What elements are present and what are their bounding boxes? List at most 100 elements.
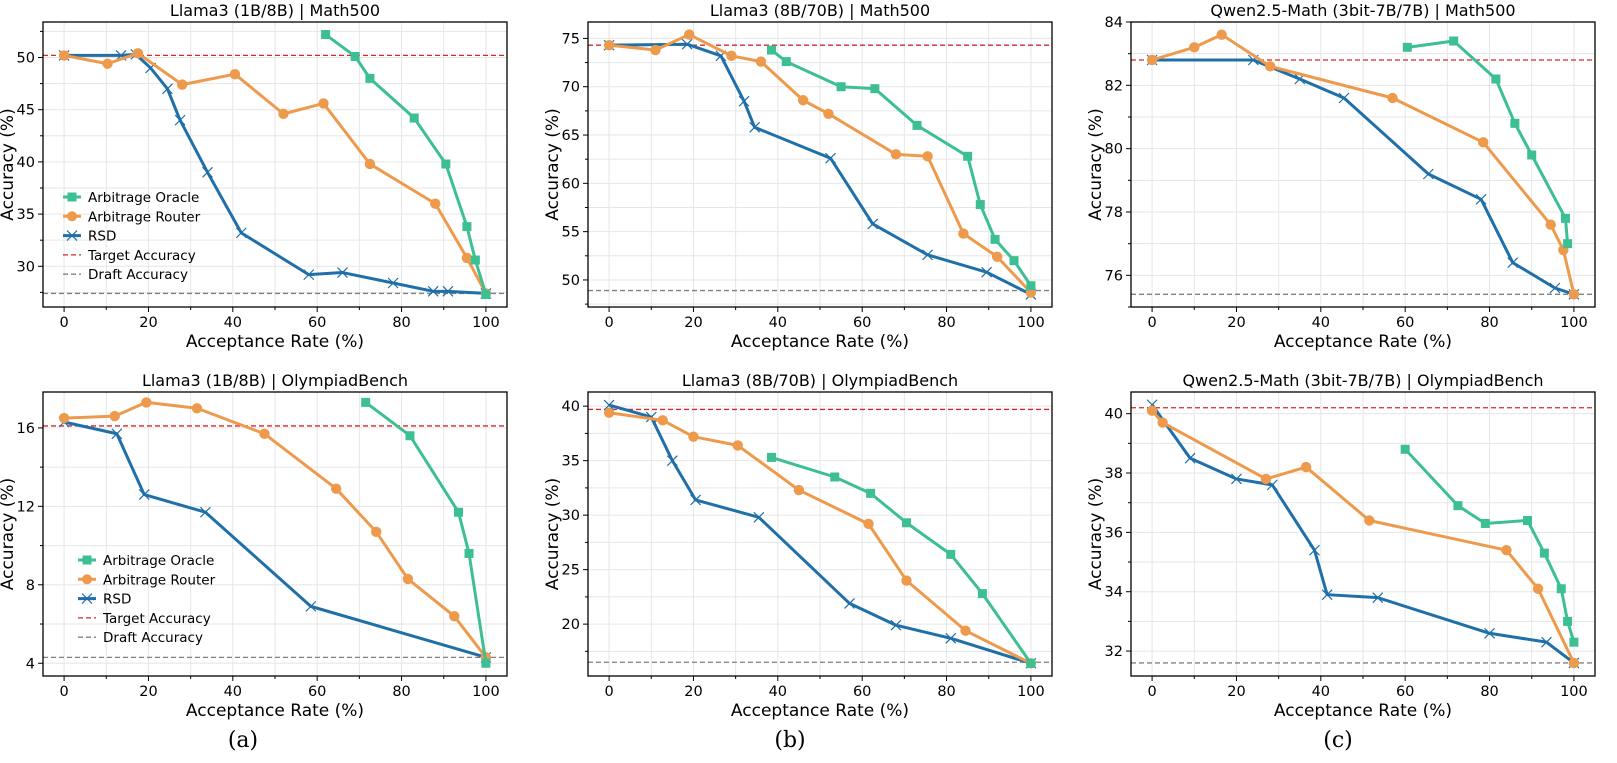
data-point-router (863, 518, 874, 530)
legend-item-oracle: Arbitrage Oracle (78, 553, 214, 569)
x-tick-label: 60 (308, 315, 326, 331)
data-point-oracle (766, 45, 776, 55)
x-tick-label: 0 (604, 684, 613, 700)
data-point-oracle (1402, 42, 1412, 52)
series-line-oracle (324, 33, 488, 295)
data-point-oracle (1527, 150, 1537, 160)
data-point-oracle (766, 452, 776, 462)
y-tick-label: 82 (1105, 78, 1123, 94)
axes-frame (587, 21, 1053, 308)
data-point-router (650, 44, 661, 56)
legend-marker-x-icon (81, 593, 93, 605)
y-axis-label: Accuracy (%) (1086, 108, 1106, 220)
series-oracle (766, 452, 1036, 668)
data-point-oracle (901, 518, 911, 528)
subplot-title: Qwen2.5-Math (3bit-7B/7B) | Math500 (1210, 1, 1515, 20)
data-point-rsd (1541, 636, 1552, 648)
series-line-rsd (63, 420, 487, 659)
data-point-router (141, 397, 152, 408)
y-tick-label: 76 (1105, 268, 1123, 284)
x-tick-label: 60 (308, 684, 326, 700)
subplot-title: Llama3 (1B/8B) | OlympiadBench (142, 371, 408, 390)
x-tick-label: 100 (472, 684, 500, 700)
legend-item-router: Arbitrage Router (78, 572, 216, 588)
data-point-router (364, 158, 376, 170)
legend-item-draft: Draft Accuracy (63, 267, 188, 283)
legend-marker-x-icon (66, 230, 78, 242)
x-tick-label: 100 (1560, 315, 1588, 331)
data-point-rsd (681, 38, 693, 50)
data-point-router (58, 50, 70, 61)
data-point-oracle (481, 658, 491, 668)
y-tick-label: 55 (562, 225, 580, 241)
data-point-oracle (1453, 501, 1463, 511)
subplot-3: 0 20 40 60 80 100 76 78 80 82 84 Qwen2.5-Math (3bit… (1086, 1, 1596, 352)
data-point-oracle (361, 397, 371, 407)
data-point-rsd (753, 511, 765, 523)
data-point-router (603, 39, 615, 51)
data-point-oracle (1400, 444, 1410, 454)
data-point-oracle (350, 51, 360, 61)
data-point-rsd (303, 269, 315, 281)
series-oracle (321, 30, 491, 299)
x-tick-label: 0 (604, 315, 613, 331)
data-point-rsd (666, 455, 678, 467)
data-point-oracle (830, 472, 840, 482)
legend-marker-circle-icon (67, 211, 77, 222)
legend-label-target: Target Accuracy (87, 248, 196, 264)
data-point-router (1157, 417, 1168, 428)
data-point-rsd (867, 218, 879, 230)
series-oracle (766, 45, 1036, 291)
data-point-oracle (441, 159, 451, 169)
data-point-router (890, 149, 902, 160)
data-point-oracle (836, 82, 846, 92)
data-point-rsd (922, 249, 933, 261)
y-tick-label: 45 (17, 103, 35, 119)
data-point-oracle (321, 30, 331, 40)
legend-item-draft: Draft Accuracy (78, 630, 203, 646)
y-tick-label: 78 (1105, 205, 1123, 221)
legend-item-oracle: Arbitrage Oracle (63, 190, 199, 206)
y-tick-label: 75 (562, 31, 580, 47)
data-point-rsd (1484, 627, 1495, 639)
data-point-router (1568, 657, 1580, 669)
subplot-5: 0 20 40 60 80 100 20 25 30 35 40 Llama3 (8B/70B) | … (543, 371, 1053, 721)
data-point-router (823, 108, 834, 119)
data-point-oracle (1560, 213, 1570, 223)
y-tick-label: 30 (562, 508, 580, 524)
data-point-oracle (912, 120, 922, 130)
subplot-4: 0 20 40 60 80 100 4 8 12 16 Llama3 (1B/8B) | Olymp… (0, 371, 508, 721)
legend-marker-square-icon (67, 192, 77, 202)
series-oracle (1402, 36, 1573, 249)
caption-b: (b) (774, 728, 805, 753)
data-point-oracle (1026, 281, 1036, 291)
data-point-rsd (890, 619, 902, 631)
data-point-oracle (946, 549, 956, 559)
series-line-router (1150, 409, 1576, 664)
data-point-rsd (387, 277, 399, 289)
data-point-rsd (1475, 193, 1487, 205)
y-axis-label: Accuracy (%) (543, 478, 563, 590)
x-tick-label: 40 (224, 684, 242, 700)
data-point-router (1532, 583, 1544, 594)
x-tick-label: 60 (1396, 315, 1414, 331)
data-point-router (259, 428, 270, 439)
x-tick-label: 80 (1480, 684, 1498, 700)
data-point-router (1568, 289, 1580, 300)
y-tick-label: 8 (26, 578, 35, 594)
data-point-rsd (199, 506, 211, 518)
legend-item-router: Arbitrage Router (63, 209, 201, 225)
data-point-router (58, 412, 70, 424)
data-point-router (1387, 92, 1398, 104)
legend: Arbitrage Oracle Arbitrage Router RSD Targe… (78, 553, 216, 646)
y-axis-label: Accuracy (%) (543, 108, 563, 220)
y-axis-label: Accuracy (%) (0, 108, 18, 220)
series-oracle (361, 397, 491, 668)
subplot-title: Llama3 (8B/70B) | OlympiadBench (682, 371, 958, 390)
x-tick-label: 100 (1560, 684, 1588, 700)
series-oracle (1400, 444, 1579, 647)
axes-frame (587, 391, 1053, 677)
data-point-rsd (1184, 452, 1196, 464)
data-point-rsd (305, 600, 317, 612)
x-tick-label: 20 (684, 684, 702, 700)
